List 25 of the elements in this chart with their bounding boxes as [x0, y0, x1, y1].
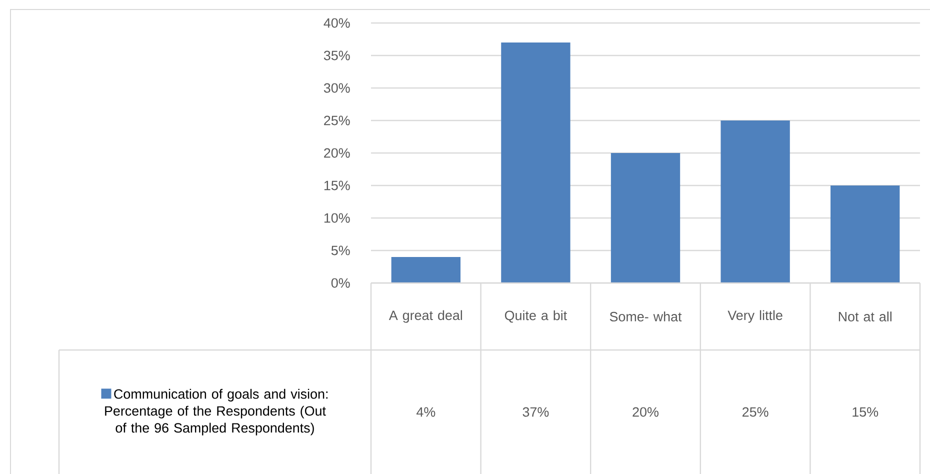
y-tick-label: 10%	[324, 213, 350, 223]
bar	[501, 42, 570, 283]
bar	[720, 120, 790, 283]
y-tick-label: 25%	[324, 116, 350, 126]
y-tick-label: 0%	[331, 278, 350, 288]
y-tick-label: 15%	[324, 180, 350, 190]
y-tick-label: 20%	[324, 148, 350, 158]
y-tick-label: 30%	[324, 83, 350, 93]
bar	[391, 256, 460, 283]
data-label: 20%	[632, 407, 658, 417]
x-tick-label: A great deal	[388, 310, 462, 323]
y-tick-label: 35%	[324, 50, 350, 60]
data-label: 15%	[852, 407, 878, 417]
x-tick-label: Quite a bit	[504, 310, 567, 323]
data-label: 25%	[742, 407, 768, 417]
y-tick-label: 5%	[331, 246, 350, 256]
y-tick-label: 40%	[324, 18, 350, 28]
data-label: 37%	[522, 407, 549, 417]
bar	[610, 152, 680, 283]
x-tick-label: Very little	[728, 310, 782, 323]
x-tick-label: Not at all	[838, 312, 892, 322]
data-label: 4%	[416, 407, 436, 417]
x-tick-label: Some- what	[610, 312, 682, 322]
legend-label: Communication of goals and vision: Percentage of the Respondents (Out of the 96 Sampled Respondents)	[105, 388, 328, 436]
bar	[830, 185, 900, 283]
